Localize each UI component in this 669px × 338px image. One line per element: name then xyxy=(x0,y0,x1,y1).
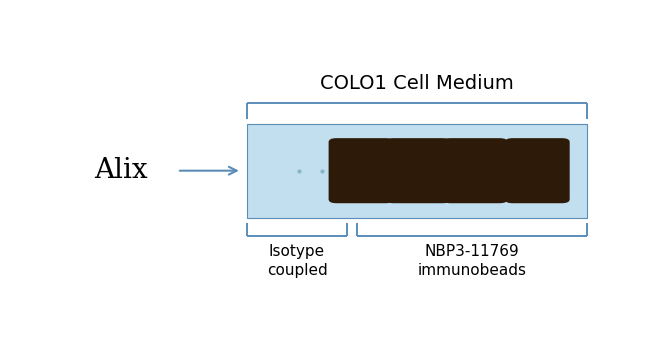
Bar xyxy=(247,124,587,218)
FancyBboxPatch shape xyxy=(328,138,393,203)
FancyBboxPatch shape xyxy=(443,138,508,203)
FancyBboxPatch shape xyxy=(505,138,570,203)
Text: NBP3-11769
immunobeads: NBP3-11769 immunobeads xyxy=(417,244,527,279)
Text: Alix: Alix xyxy=(94,157,148,184)
Text: COLO1 Cell Medium: COLO1 Cell Medium xyxy=(320,74,514,93)
FancyBboxPatch shape xyxy=(385,138,450,203)
Text: Isotype
coupled: Isotype coupled xyxy=(267,244,327,279)
